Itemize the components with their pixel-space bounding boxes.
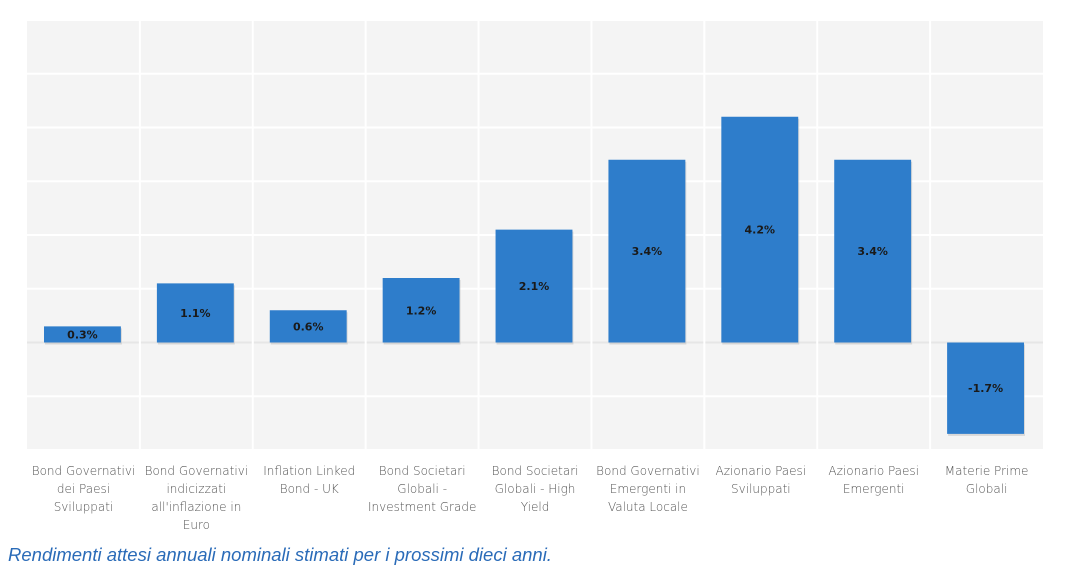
bar — [44, 326, 121, 343]
bar — [608, 159, 686, 343]
bar — [495, 229, 573, 343]
data-label: 4.2% — [745, 224, 776, 237]
x-tick-label: Azionario Paesi Sviluppati — [715, 464, 807, 496]
data-label: 1.2% — [406, 304, 437, 317]
data-label: 0.6% — [293, 320, 324, 333]
bar — [156, 283, 234, 343]
bar — [269, 310, 347, 343]
x-tick-label: Azionario Paesi Emergenti — [828, 464, 920, 496]
x-tick-label: Materie Prime Globali — [944, 464, 1029, 496]
data-label: 1.1% — [180, 307, 211, 320]
data-label: 3.4% — [857, 245, 888, 258]
x-tick-label: Bond Societari Globali - High Yield — [491, 464, 579, 514]
data-label: -1.7% — [968, 382, 1003, 395]
bar-chart: 0.3% 1.1% 0.6% 1.2% 2.1% 3.4% 4.2% 3.4% -1.7% — [27, 19, 1043, 451]
bar — [834, 159, 912, 343]
x-tick-label: Inflation Linked Bond - UK — [263, 464, 356, 496]
chart-caption: Rendimenti attesi annuali nominali stima… — [8, 544, 552, 565]
x-tick-label: Bond Governativi dei Paesi Sviluppati — [31, 464, 136, 514]
x-tick-label: Bond Governativi Emergenti in Valuta Loc… — [596, 464, 700, 514]
data-label: 2.1% — [519, 280, 550, 293]
bar — [382, 278, 460, 343]
bar — [947, 342, 1024, 434]
data-label: 0.3% — [67, 328, 98, 341]
x-tick-label: Bond Governativi indicizzati all'inflazi… — [144, 464, 249, 532]
bar — [721, 116, 799, 343]
data-label: 3.4% — [632, 245, 663, 258]
x-tick-label: Bond Societari Globali - Investment Grad… — [367, 464, 477, 514]
